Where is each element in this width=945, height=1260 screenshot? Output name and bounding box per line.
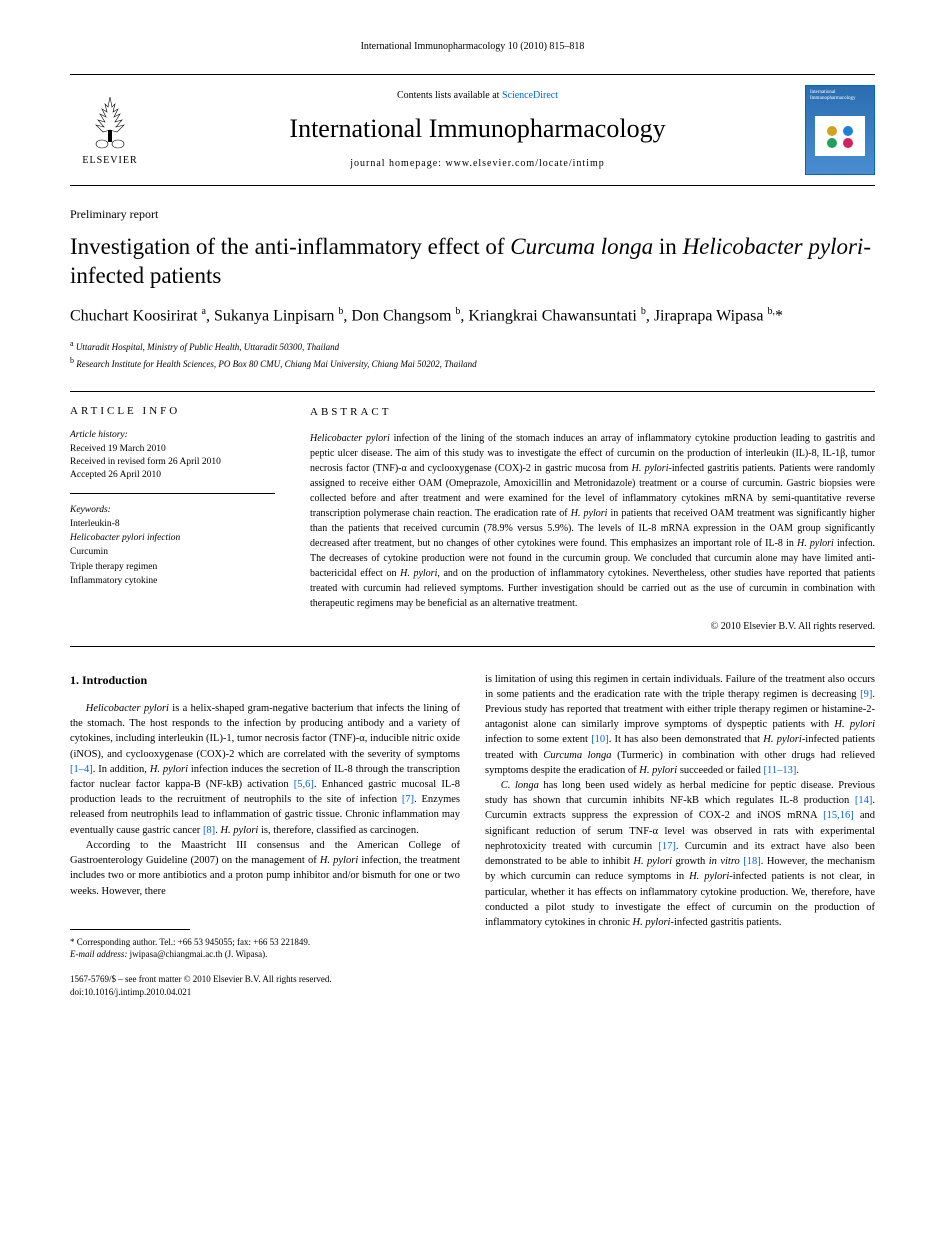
doi-line: doi:10.1016/j.intimp.2010.04.021	[70, 986, 460, 999]
title-italic-2: Helicobacter pylori	[683, 234, 864, 259]
article-title: Investigation of the anti-inflammatory e…	[70, 233, 875, 291]
corr-email: E-mail address: jwipasa@chiangmai.ac.th …	[70, 948, 460, 961]
homepage-url[interactable]: www.elsevier.com/locate/intimp	[445, 158, 604, 169]
journal-cover: International Immunopharmacology	[805, 85, 875, 175]
keyword: Interleukin-8	[70, 517, 275, 531]
history-label: Article history:	[70, 429, 275, 442]
sciencedirect-link[interactable]: ScienceDirect	[502, 90, 558, 101]
affiliations: a Uttaradit Hospital, Ministry of Public…	[70, 338, 875, 371]
body-text: 1. Introduction Helicobacter pylori is a…	[70, 672, 875, 999]
abstract-heading: ABSTRACT	[310, 404, 875, 421]
article-history: Article history: Received 19 March 2010 …	[70, 429, 275, 493]
affiliation-a: a Uttaradit Hospital, Ministry of Public…	[70, 338, 875, 355]
masthead-center: Contents lists available at ScienceDirec…	[150, 89, 805, 171]
email-name: (J. Wipasa).	[225, 949, 268, 959]
keyword: Inflammatory cytokine	[70, 574, 275, 588]
paragraph: is limitation of using this regimen in c…	[485, 672, 875, 779]
homepage-label: journal homepage:	[350, 158, 445, 169]
paragraph: According to the Maastricht III consensu…	[70, 838, 460, 899]
keyword: Triple therapy regimen	[70, 560, 275, 574]
elsevier-tree-icon	[80, 92, 140, 152]
doi-block: 1567-5769/$ – see front matter © 2010 El…	[70, 973, 460, 998]
keyword: Helicobacter pylori infection	[70, 531, 275, 545]
abstract-copyright: © 2010 Elsevier B.V. All rights reserved…	[310, 619, 875, 634]
article-info-heading: ARTICLE INFO	[70, 404, 275, 419]
history-revised: Received in revised form 26 April 2010	[70, 456, 275, 469]
history-accepted: Accepted 26 April 2010	[70, 469, 275, 482]
journal-homepage: journal homepage: www.elsevier.com/locat…	[150, 157, 805, 171]
title-part-1: Investigation of the anti-inflammatory e…	[70, 234, 510, 259]
title-part-2: in	[653, 234, 682, 259]
cover-title: International Immunopharmacology	[810, 90, 870, 101]
section-1-title: 1. Introduction	[70, 672, 460, 689]
issn-line: 1567-5769/$ – see front matter © 2010 El…	[70, 973, 460, 986]
report-type: Preliminary report	[70, 206, 875, 223]
title-italic-1: Curcuma longa	[510, 234, 653, 259]
article-info: ARTICLE INFO Article history: Received 1…	[70, 392, 290, 646]
contents-line: Contents lists available at ScienceDirec…	[150, 89, 805, 103]
keyword: Curcumin	[70, 545, 275, 559]
keywords-label: Keywords:	[70, 504, 275, 517]
cover-image	[815, 116, 865, 156]
paragraph: Helicobacter pylori is a helix-shaped gr…	[70, 701, 460, 838]
affiliation-b: b Research Institute for Health Sciences…	[70, 355, 875, 372]
corresponding-author: * Corresponding author. Tel.: +66 53 945…	[70, 936, 460, 961]
email-label: E-mail address:	[70, 949, 127, 959]
abstract-text: Helicobacter pylori infection of the lin…	[310, 431, 875, 611]
corr-tel-fax: * Corresponding author. Tel.: +66 53 945…	[70, 936, 460, 949]
elsevier-text: ELSEVIER	[82, 154, 137, 168]
footnote-separator	[70, 929, 190, 930]
journal-name: International Immunopharmacology	[150, 111, 805, 147]
contents-prefix: Contents lists available at	[397, 90, 502, 101]
paragraph: C. longa has long been used widely as he…	[485, 778, 875, 930]
elsevier-logo: ELSEVIER	[70, 85, 150, 175]
info-abstract-row: ARTICLE INFO Article history: Received 1…	[70, 391, 875, 647]
abstract: ABSTRACT Helicobacter pylori infection o…	[290, 392, 875, 646]
email-address[interactable]: jwipasa@chiangmai.ac.th	[130, 949, 223, 959]
keywords-list: Interleukin-8 Helicobacter pylori infect…	[70, 517, 275, 588]
journal-masthead: ELSEVIER Contents lists available at Sci…	[70, 74, 875, 186]
authors: Chuchart Koosirirat a, Sukanya Linpisarn…	[70, 305, 875, 328]
history-received: Received 19 March 2010	[70, 443, 275, 456]
running-header: International Immunopharmacology 10 (201…	[70, 40, 875, 54]
